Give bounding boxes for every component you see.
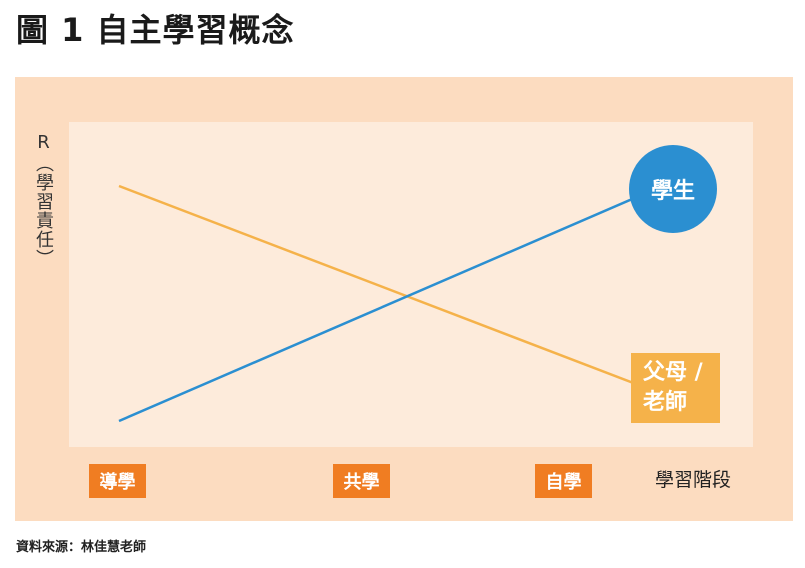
source-caption: 資料來源：林佳慧老師	[16, 540, 147, 555]
parent-teacher-label-line2: 老師	[643, 390, 688, 415]
student-line	[118, 191, 647, 423]
stage-self-learning: 自學	[535, 464, 592, 498]
parent-teacher-line	[118, 184, 637, 386]
y-axis-label: R（學習責任）	[33, 131, 54, 268]
parent-teacher-label-line1: 父母 /	[643, 360, 703, 385]
student-bubble: 學生	[629, 145, 717, 233]
stage-co-learning: 共學	[333, 464, 390, 498]
stage-guided: 導學	[89, 464, 146, 498]
parent-teacher-box: 父母 / 老師	[631, 353, 720, 423]
x-axis-label: 學習階段	[655, 469, 732, 491]
figure-title: 圖 1 自主學習概念	[16, 11, 295, 49]
